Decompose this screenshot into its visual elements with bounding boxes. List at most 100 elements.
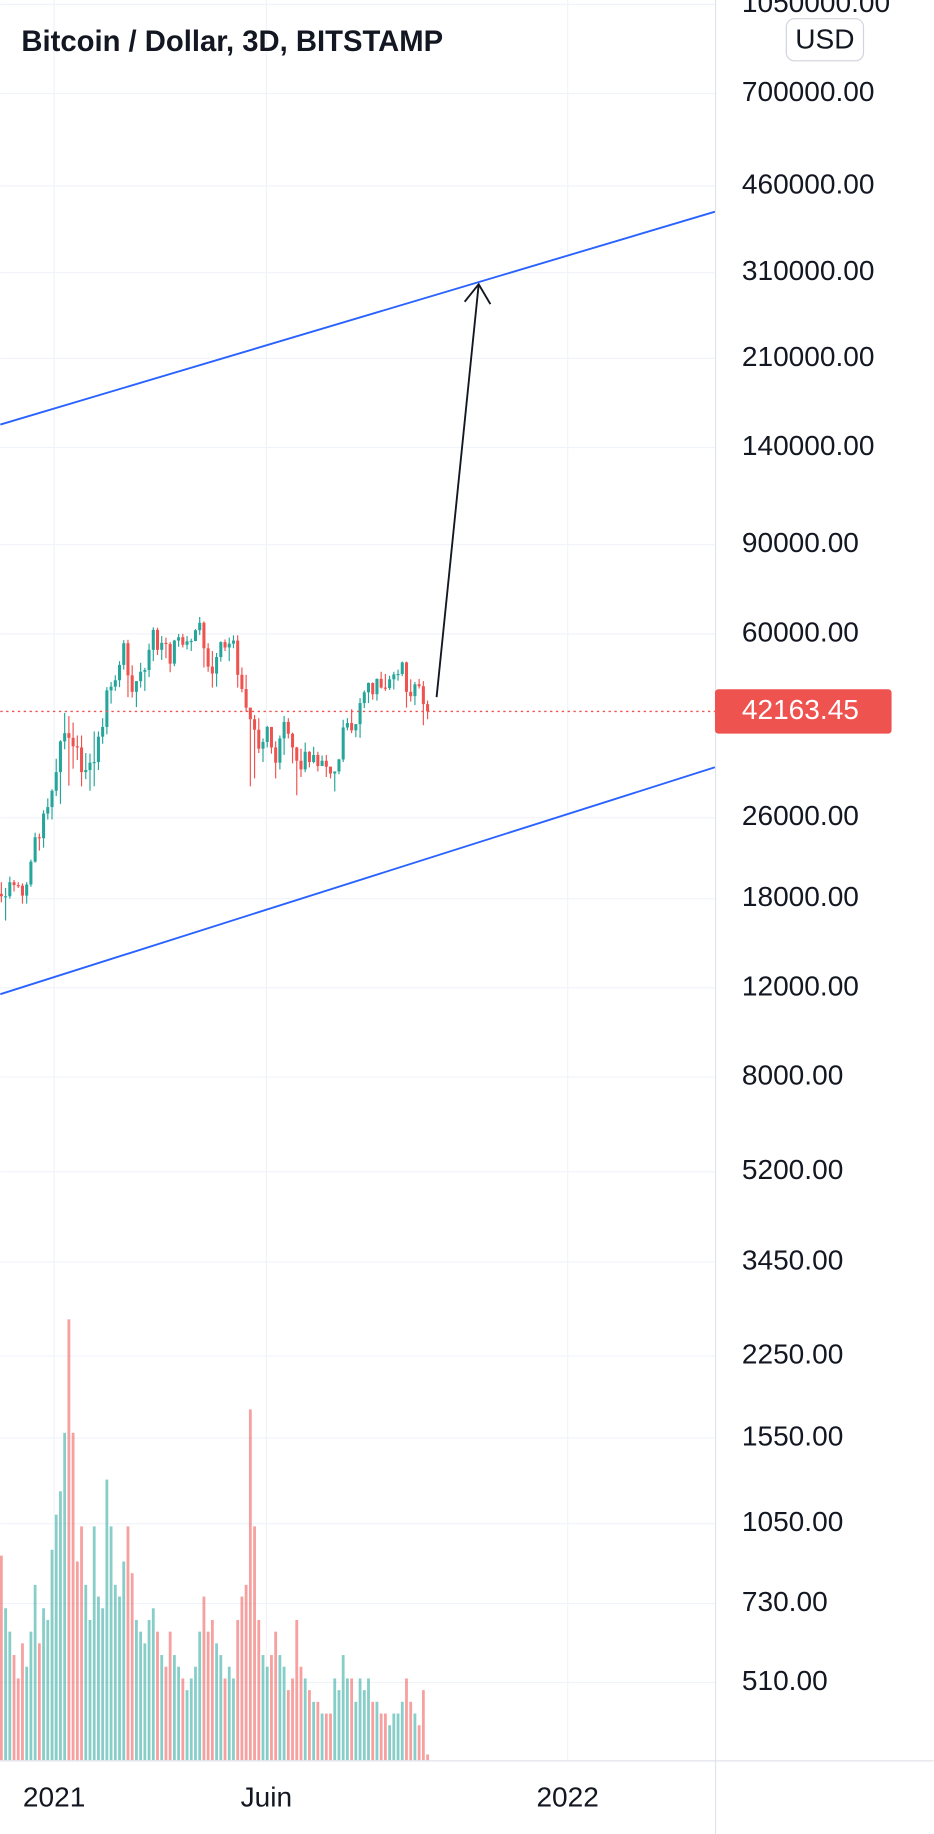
currency-button[interactable]	[785, 18, 865, 62]
volume-bar	[59, 1491, 62, 1761]
currency-label[interactable]: USD	[795, 23, 854, 54]
candle-body	[88, 762, 92, 771]
volume-bar	[118, 1596, 121, 1761]
candle-body	[122, 643, 126, 665]
volume-bar	[303, 1678, 307, 1761]
volume-bar	[278, 1655, 282, 1761]
candle-body	[329, 766, 333, 774]
last-price-label: 42163.45	[742, 694, 859, 725]
volume-bar	[312, 1701, 316, 1761]
volume-bar	[392, 1713, 396, 1761]
candle-body	[42, 813, 46, 839]
candle-body	[202, 622, 206, 649]
price-axis-bg	[714, 0, 934, 1834]
y-tick-label: 310000.00	[742, 255, 875, 286]
volume-bar	[215, 1643, 218, 1761]
volume-bar	[33, 1584, 37, 1761]
candle-body	[63, 733, 67, 742]
candle-body	[75, 746, 79, 748]
volume-bar	[168, 1631, 172, 1761]
volume-bar	[244, 1584, 248, 1761]
volume-bar	[295, 1619, 299, 1761]
candle-body	[206, 648, 210, 667]
volume-bar	[324, 1713, 328, 1761]
candle-body	[282, 721, 286, 739]
volume-bar	[101, 1608, 105, 1761]
y-tick-label: 2250.00	[742, 1338, 843, 1369]
volume-bar	[417, 1725, 421, 1761]
candle-body	[231, 640, 235, 644]
candle-body	[58, 741, 62, 773]
volume-bar	[97, 1596, 100, 1761]
candle-body	[0, 893, 3, 897]
y-tick-label: 5200.00	[742, 1154, 843, 1185]
candle-body	[312, 754, 316, 763]
y-tick-label: 140000.00	[742, 430, 875, 461]
candle-body	[396, 673, 400, 676]
candle-body	[350, 723, 354, 731]
volume-bar	[88, 1619, 92, 1761]
candle-body	[371, 682, 375, 695]
volume-bar	[308, 1690, 311, 1761]
volume-bar	[16, 1678, 20, 1761]
candle-body	[126, 643, 130, 676]
y-tick-label: 12000.00	[742, 970, 859, 1001]
candle-body	[316, 754, 320, 767]
volume-bar	[219, 1655, 223, 1761]
volume-bar	[105, 1479, 109, 1761]
volume-bar	[405, 1678, 408, 1761]
volume-bar	[421, 1690, 425, 1761]
y-tick-label: 510.00	[742, 1665, 828, 1696]
volume-bar	[396, 1713, 400, 1761]
volume-pane	[0, 1319, 429, 1761]
candle-body	[193, 630, 198, 641]
volume-bar	[177, 1666, 181, 1761]
volume-bar	[341, 1655, 345, 1761]
last-price-badge	[714, 689, 892, 734]
volume-bar	[42, 1608, 45, 1761]
volume-bar	[80, 1526, 83, 1761]
candle-body	[388, 679, 392, 689]
volume-bar	[367, 1678, 370, 1761]
candle-body	[413, 684, 417, 697]
candle-body	[261, 741, 265, 749]
volume-bar	[354, 1701, 358, 1761]
candle-body	[404, 662, 409, 692]
volume-bar	[126, 1526, 130, 1761]
candle-body	[185, 641, 189, 645]
chart-title: Bitcoin / Dollar, 3D, BITSTAMP	[21, 26, 443, 58]
candle-body	[244, 688, 248, 708]
projection-arrow	[435, 282, 492, 698]
candle-body	[130, 675, 134, 692]
volume-bar	[194, 1666, 197, 1761]
candle-body	[223, 642, 227, 648]
candle-body	[113, 680, 117, 687]
volume-bar	[198, 1631, 202, 1761]
volume-bar	[202, 1596, 206, 1761]
volume-bar	[350, 1678, 354, 1761]
candle-body	[307, 751, 311, 763]
volume-bar	[46, 1619, 50, 1761]
y-tick-label: 60000.00	[742, 616, 859, 647]
candle-body	[80, 747, 84, 773]
volume-bar	[379, 1713, 383, 1761]
volume-bar	[185, 1690, 189, 1761]
volume-bar	[12, 1655, 16, 1761]
candle-body	[4, 896, 8, 898]
volume-bar	[346, 1678, 349, 1761]
volume-bar	[236, 1619, 240, 1761]
candle-body	[219, 642, 223, 658]
candle-body	[257, 729, 261, 749]
candle-body	[379, 678, 383, 688]
candle-body	[295, 747, 299, 761]
candle-body	[253, 719, 257, 730]
volume-bar	[135, 1619, 138, 1761]
volume-bar	[92, 1526, 96, 1761]
volume-bar	[25, 1666, 29, 1761]
volume-bar	[54, 1514, 58, 1761]
volume-bar	[147, 1619, 151, 1761]
candle-body	[164, 642, 168, 645]
candle-body	[236, 640, 240, 675]
volume-bar	[240, 1596, 244, 1761]
volume-bar	[71, 1432, 75, 1761]
